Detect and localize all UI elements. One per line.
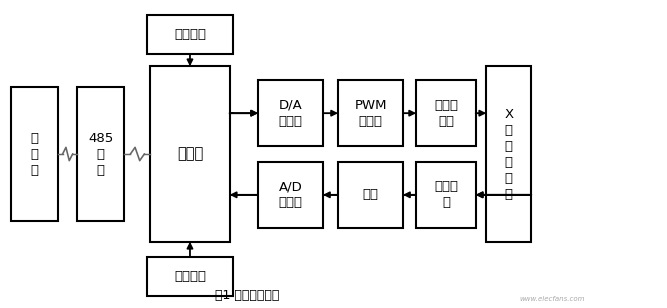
Bar <box>338 80 403 146</box>
Text: www.elecfans.com: www.elecfans.com <box>519 296 584 302</box>
Bar <box>416 162 476 228</box>
Text: 上
位
机: 上 位 机 <box>31 132 39 176</box>
Text: PWM
控制器: PWM 控制器 <box>354 99 387 128</box>
Bar <box>486 66 532 242</box>
Text: 485
接
口: 485 接 口 <box>88 132 113 176</box>
Bar <box>147 257 233 296</box>
Text: 电流采
样: 电流采 样 <box>434 180 458 209</box>
Bar <box>258 162 323 228</box>
Bar <box>147 15 233 54</box>
Text: X
射
线
管
灯
丝: X 射 线 管 灯 丝 <box>504 107 514 201</box>
Bar <box>150 66 229 242</box>
Text: 液晶显示: 液晶显示 <box>174 270 206 283</box>
Bar <box>11 87 58 221</box>
Bar <box>258 80 323 146</box>
Bar <box>338 162 403 228</box>
Text: D/A
转换器: D/A 转换器 <box>279 99 303 128</box>
Text: A/D
转换器: A/D 转换器 <box>279 180 303 209</box>
Text: 单片机: 单片机 <box>177 147 203 161</box>
Text: 按键输入: 按键输入 <box>174 28 206 41</box>
Text: 恒流源
输出: 恒流源 输出 <box>434 99 458 128</box>
Text: 放大: 放大 <box>363 188 379 201</box>
Bar <box>77 87 125 221</box>
Bar <box>416 80 476 146</box>
Text: 图1 硬件系统框图: 图1 硬件系统框图 <box>215 289 279 302</box>
